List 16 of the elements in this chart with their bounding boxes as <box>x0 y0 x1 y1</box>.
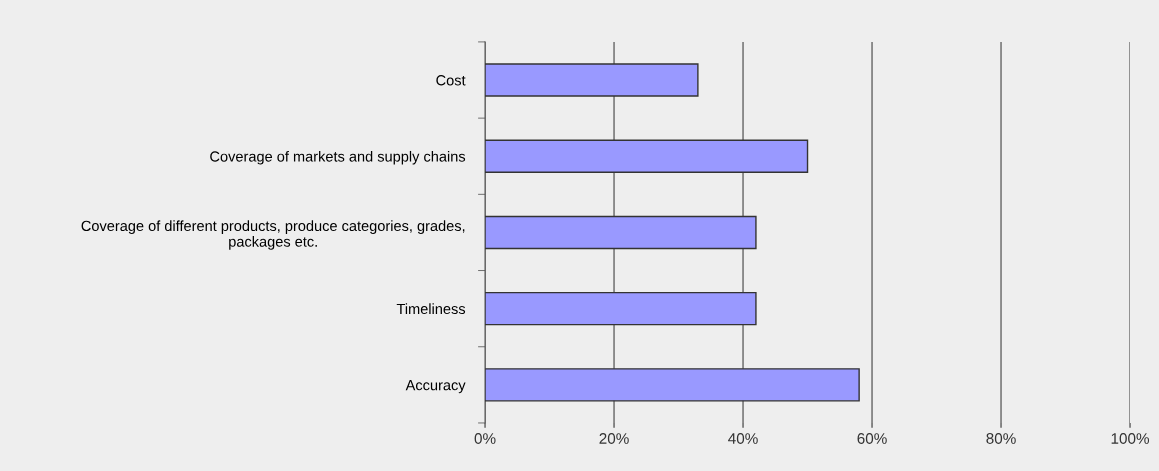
x-tick-label: 100% <box>1111 433 1150 444</box>
y-tick-label: Coverage of markets and supply chains <box>210 150 466 165</box>
bar <box>485 215 757 250</box>
x-tick-label: 20% <box>599 433 629 444</box>
x-tick-label: 0% <box>474 433 496 444</box>
bar <box>485 139 809 173</box>
y-tick-label: Cost <box>436 75 466 86</box>
bar <box>485 63 699 97</box>
y-tick-label: Accuracy <box>405 380 466 394</box>
bar <box>485 291 757 326</box>
x-tick-label: 80% <box>986 433 1016 444</box>
x-tick-label: 40% <box>728 433 758 444</box>
y-tick-label: Timeliness <box>396 303 466 315</box>
bar <box>485 368 860 402</box>
x-tick-label: 60% <box>857 433 887 444</box>
y-tick-label: Coverage of different products, produce categories, grades, packages etc. <box>81 220 465 250</box>
